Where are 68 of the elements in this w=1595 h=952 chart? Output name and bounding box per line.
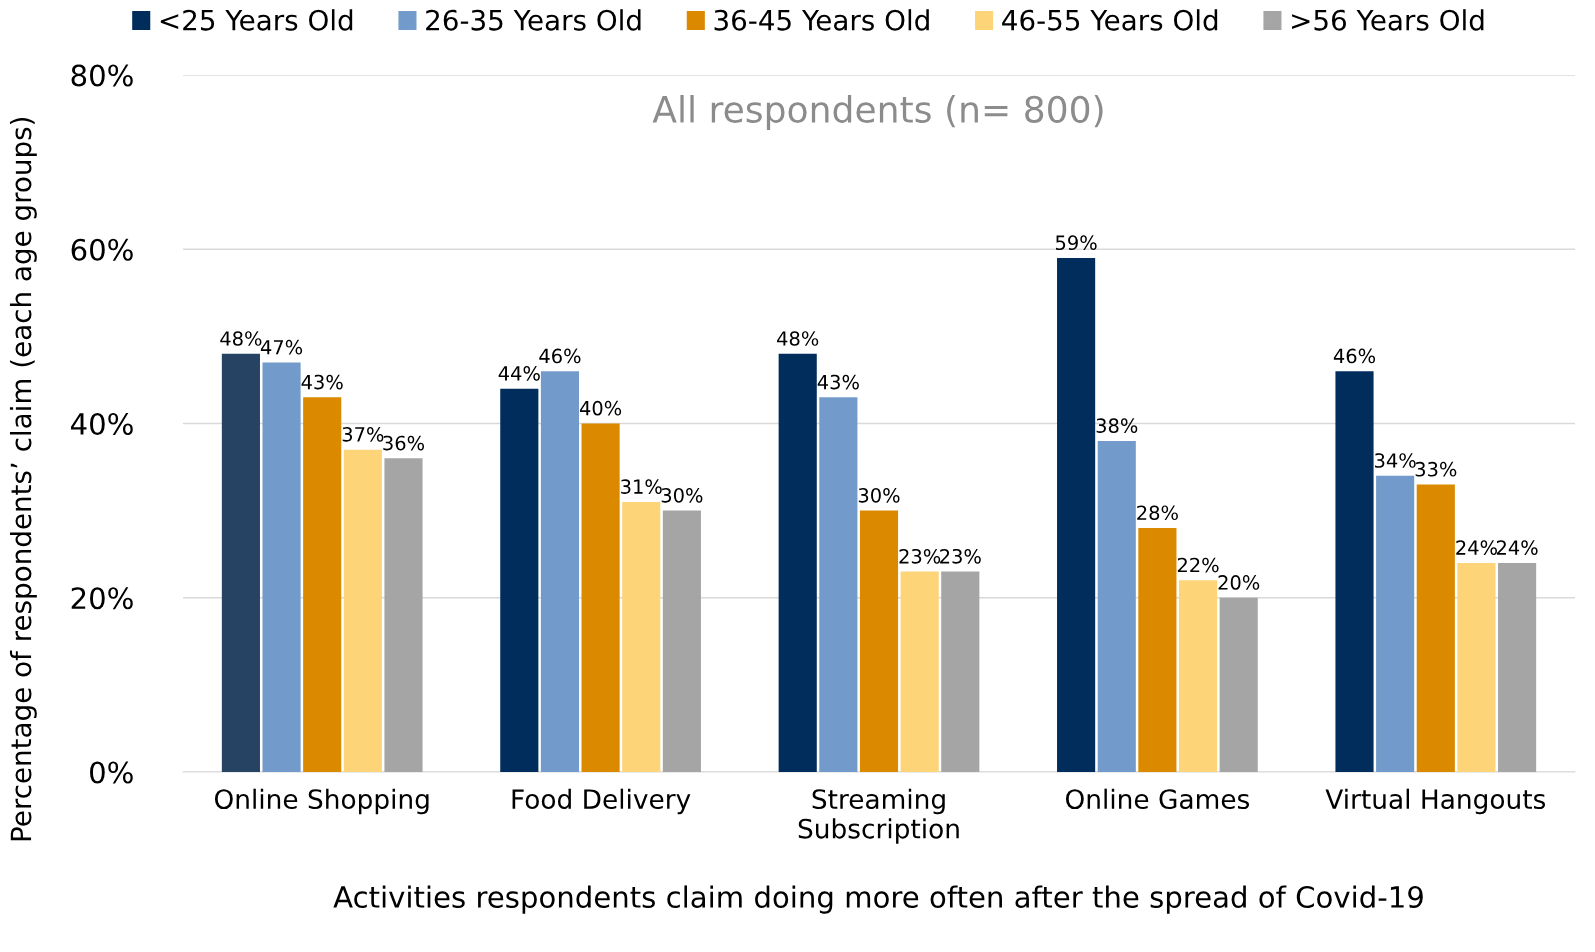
bar [859, 510, 899, 772]
data-label: 47% [260, 339, 303, 355]
data-label: 33% [1415, 461, 1457, 477]
y-tick-label: 60% [71, 238, 133, 261]
data-label: 20% [1218, 575, 1260, 590]
bar [581, 423, 620, 772]
data-label: 23% [940, 548, 981, 564]
bar [662, 510, 701, 772]
bar [1219, 597, 1258, 772]
x-tick-label: Streaming Subscription [798, 788, 959, 844]
data-label: 37% [342, 427, 384, 442]
legend-label: 46-55 Years Old [1002, 9, 1218, 31]
data-label: 23% [899, 548, 941, 564]
data-label: 46% [1333, 348, 1376, 364]
y-tick-label: 0% [90, 761, 133, 784]
text: All respondents (n= 800) [652, 94, 1103, 130]
y-tick-label: 20% [71, 587, 133, 610]
bar [778, 353, 817, 772]
data-label: 22% [1177, 557, 1219, 573]
bar [221, 353, 260, 772]
legend-label: 26-35 Years Old [426, 9, 641, 31]
data-label: 24% [1496, 540, 1538, 555]
bar [384, 458, 423, 772]
bar [500, 388, 539, 772]
data-label: 31% [621, 479, 662, 494]
data-label: 24% [1456, 540, 1497, 555]
bar [262, 362, 301, 772]
bar [1457, 562, 1496, 772]
legend-label: 36-45 Years Old [714, 9, 929, 31]
data-label: 38% [1096, 418, 1138, 433]
bar [1057, 257, 1096, 772]
data-label: 36% [383, 435, 425, 451]
data-label: 59% [1056, 235, 1097, 251]
data-label: 44% [498, 366, 540, 381]
data-label: 30% [661, 487, 703, 503]
bar [1498, 562, 1537, 772]
bar [1178, 580, 1218, 772]
data-label: 30% [858, 487, 900, 503]
bar [1138, 528, 1177, 772]
bar [1416, 484, 1455, 772]
data-label: 34% [1375, 453, 1416, 468]
bar [540, 371, 580, 772]
data-label: 46% [539, 348, 581, 364]
bar [819, 397, 858, 772]
x-tick-label: Food Delivery [512, 788, 691, 815]
legend-label: <25 Years Old [160, 9, 353, 31]
bar [622, 501, 661, 772]
x-tick-label: Online Games [1065, 788, 1250, 810]
x-axis-title: Activities respondents claim doing more often after the spread of Covid-19 [333, 885, 1423, 914]
data-label: 43% [817, 374, 859, 390]
bar [1376, 475, 1415, 772]
bar [303, 397, 342, 772]
data-label: 40% [579, 400, 622, 416]
data-label: 43% [301, 374, 343, 390]
data-label: 48% [220, 331, 262, 346]
bar [1097, 440, 1136, 772]
data-label: 28% [1137, 505, 1178, 521]
bar [941, 571, 980, 772]
bar [1335, 371, 1374, 772]
bar [343, 449, 382, 772]
data-label: 48% [777, 331, 819, 346]
bar [900, 571, 939, 772]
y-tick-label: 40% [70, 412, 133, 435]
y-tick-label: 80% [71, 64, 133, 87]
legend-label: >56 Years Old [1292, 9, 1484, 31]
x-tick-label: Virtual Hangouts [1325, 788, 1546, 815]
y-axis-title: Percentage of respondents’ claim (each age groups) [9, 117, 37, 841]
x-tick-label: Online Shopping [214, 788, 429, 815]
